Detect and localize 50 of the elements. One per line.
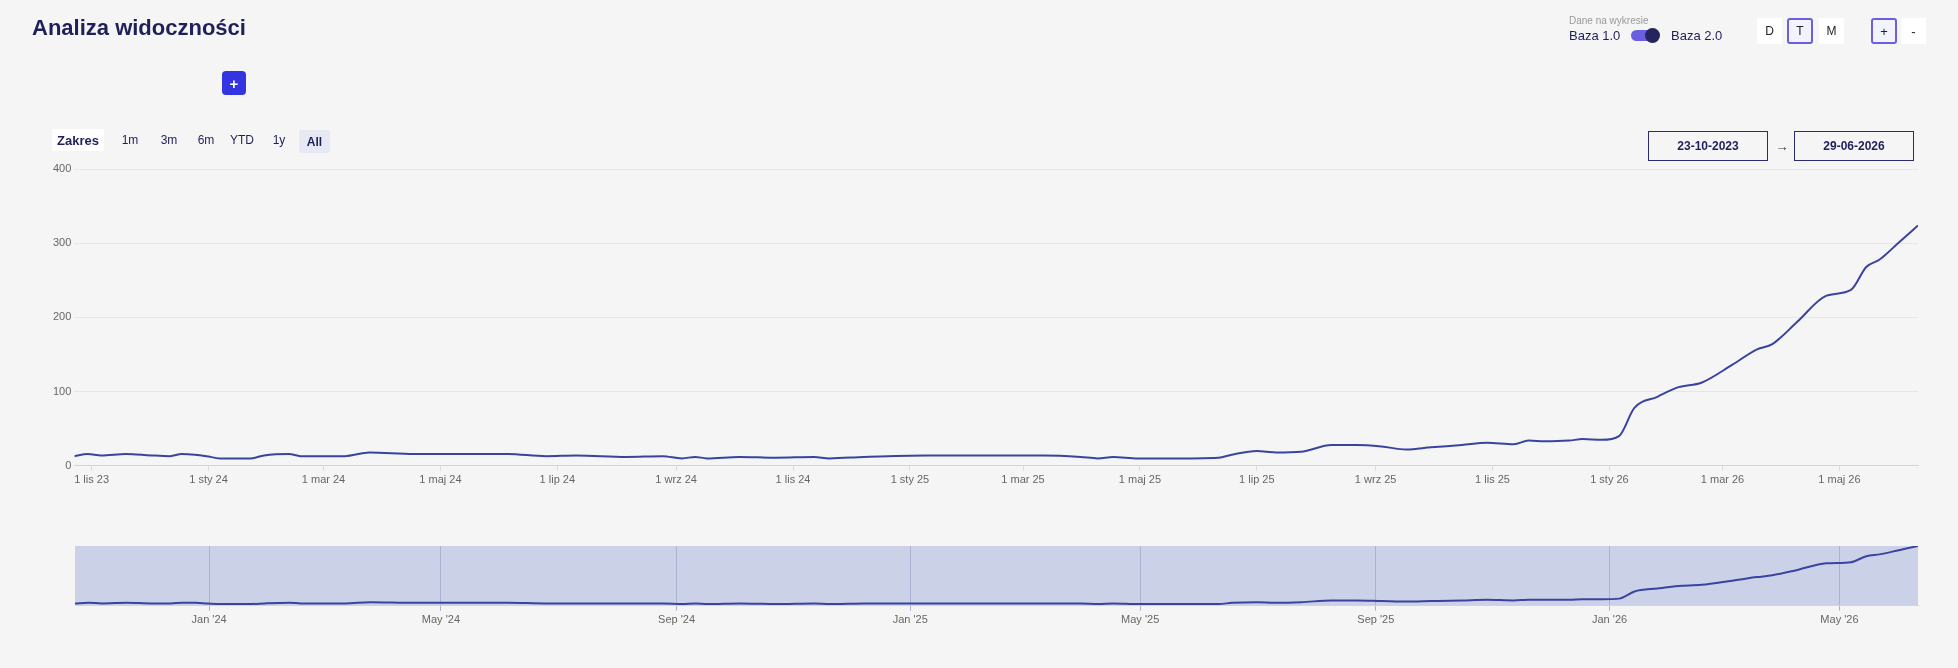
x-tick-label: Jan '25 — [892, 613, 928, 626]
text: - — [1901, 18, 1926, 44]
x-tick-label: Jan '24 — [191, 613, 227, 626]
text: 3m — [159, 132, 179, 149]
text: 29-06-2026 — [1794, 131, 1914, 161]
x-tick-label: Sep '25 — [1357, 613, 1395, 626]
line-series — [74, 224, 1918, 460]
y-tick-label: 0 — [65, 458, 72, 471]
y-tick-label: 400 — [52, 162, 72, 175]
x-tick-label: May '26 — [1820, 613, 1859, 626]
x-tick-label: Sep '24 — [658, 613, 696, 626]
x-tick-label: 1 lip 24 — [539, 473, 576, 486]
x-tick-label: 1 lis 25 — [1475, 473, 1510, 486]
text: 1y — [271, 132, 287, 149]
x-tick-label: 1 maj 26 — [1818, 473, 1861, 486]
text: YTD — [229, 132, 255, 149]
text: Baza 2.0 — [1671, 27, 1724, 43]
text: D — [1757, 18, 1782, 44]
x-tick-label: 1 mar 26 — [1700, 473, 1745, 486]
x-tick-label: 1 maj 25 — [1118, 473, 1162, 486]
text: Baza 1.0 — [1569, 27, 1622, 43]
x-tick-label: 1 wrz 25 — [1354, 473, 1397, 486]
x-tick-label: 1 maj 24 — [419, 473, 462, 486]
x-tick-label: 1 sty 26 — [1590, 473, 1629, 486]
x-tick-label: 1 mar 24 — [301, 473, 346, 486]
y-tick-label: 100 — [52, 384, 72, 397]
x-tick-label: Jan '26 — [1591, 613, 1628, 626]
text: 1m — [120, 132, 140, 149]
text: + — [1871, 18, 1897, 44]
x-tick-label: 1 mar 25 — [1001, 473, 1045, 486]
text: 6m — [196, 132, 216, 149]
y-tick-label: 300 — [52, 236, 72, 249]
x-tick-label: 1 lis 23 — [74, 473, 110, 486]
x-tick-label: May '24 — [421, 613, 461, 626]
x-tick-label: 1 sty 24 — [189, 473, 228, 486]
x-tick-label: 1 lip 25 — [1239, 473, 1275, 486]
x-tick-label: 1 wrz 24 — [655, 473, 697, 486]
text: M — [1819, 18, 1844, 44]
text: Zakres — [52, 129, 104, 151]
x-tick-label: 1 sty 25 — [890, 473, 930, 486]
chart-title: Analiza widoczności — [32, 15, 246, 41]
x-tick-label: May '25 — [1121, 613, 1160, 626]
text: T — [1787, 18, 1813, 44]
text: 23-10-2023 — [1648, 131, 1768, 161]
text: Dane na wykresie — [1569, 14, 1650, 26]
text: → — [1774, 137, 1790, 156]
x-tick-label: 1 lis 24 — [775, 473, 811, 486]
y-tick-label: 200 — [52, 310, 72, 323]
text: All — [299, 130, 330, 153]
text: + — [222, 71, 246, 95]
